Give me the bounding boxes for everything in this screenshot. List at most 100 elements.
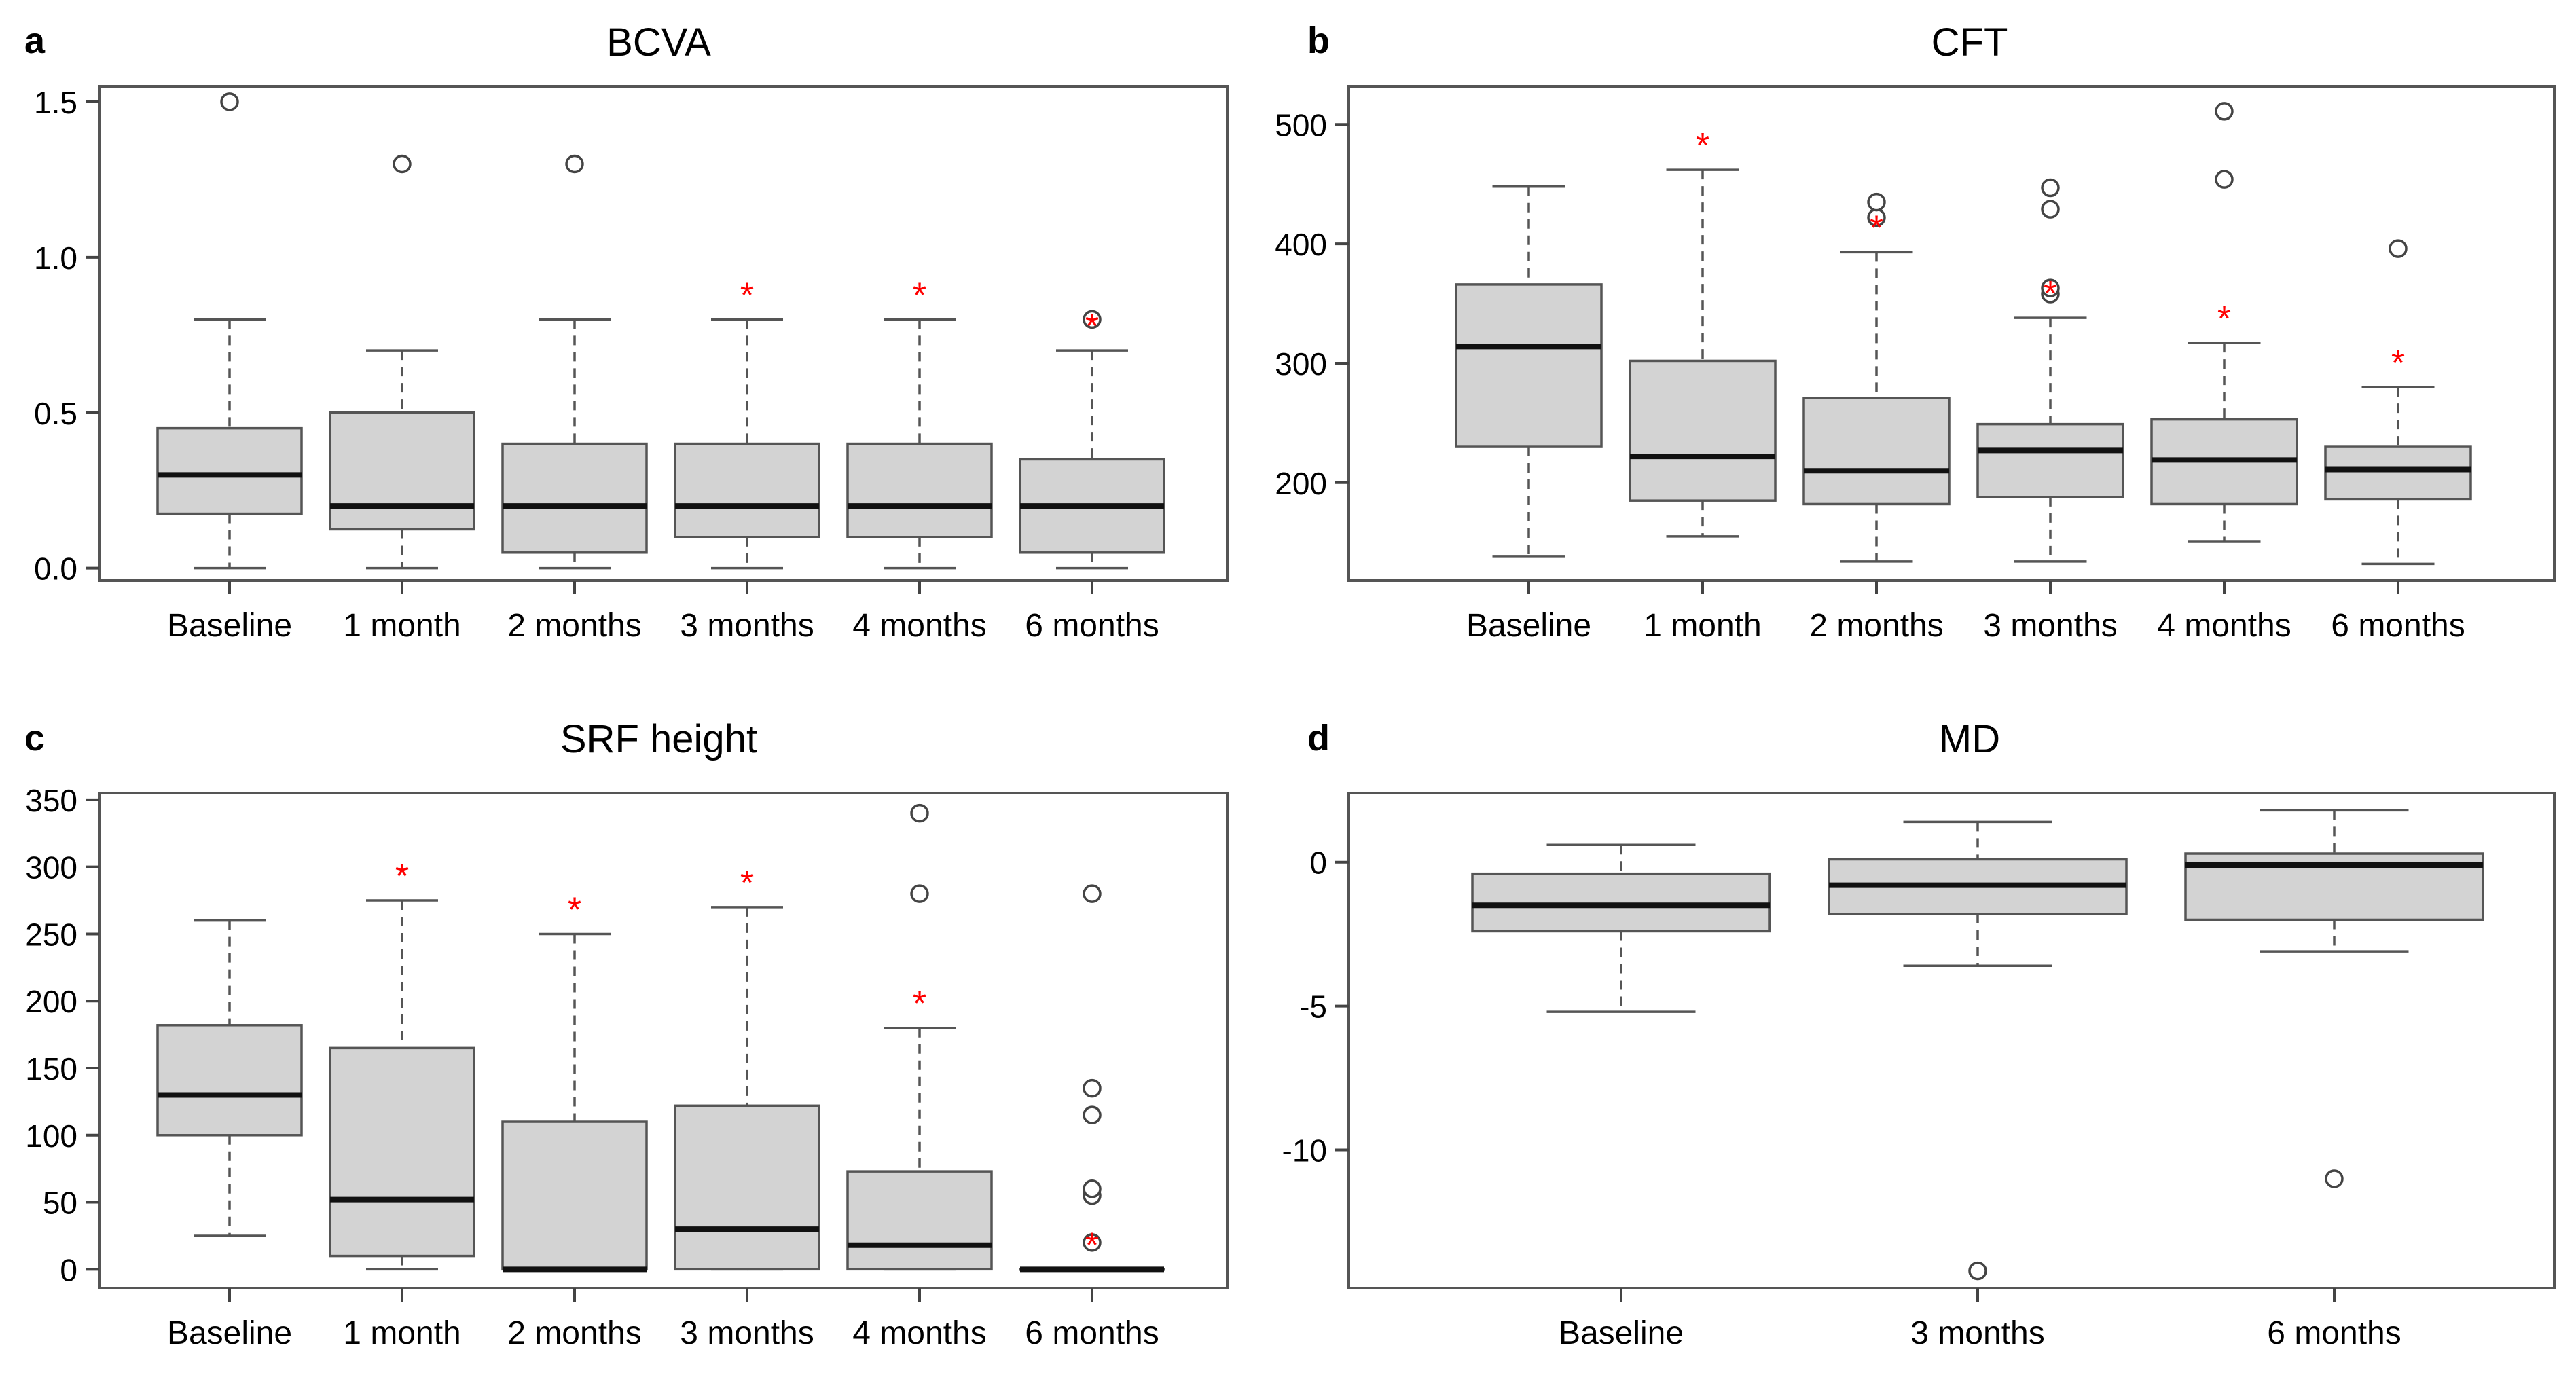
chart-marks: 200 300 400 500 Baseline 1 month 2 months 3 mon… — [1275, 102, 2472, 644]
chart-marks: 0 50 100 150 200 250 300 350 Baseline 1 month 2 mo… — [25, 783, 1165, 1351]
outlier-point — [1083, 310, 1102, 329]
significance-marker: * — [1870, 208, 1883, 248]
box — [156, 1024, 303, 1137]
outlier-point — [2389, 239, 2408, 258]
chart-title: MD — [1939, 717, 2000, 761]
x-tick-label: 3 months — [680, 1315, 814, 1351]
x-tick-label: 6 months — [1025, 608, 1159, 644]
outlier-point — [2215, 170, 2234, 189]
y-tick-label: 350 — [25, 783, 77, 818]
significance-marker: * — [2044, 274, 2057, 314]
box — [329, 1046, 475, 1258]
box — [501, 1120, 648, 1271]
x-tick-label: Baseline — [1559, 1315, 1684, 1351]
chart-title: CFT — [1931, 20, 2008, 65]
x-tick-label: 3 months — [1910, 1315, 2044, 1351]
x-tick-label: 2 months — [507, 1315, 641, 1351]
outlier-point — [2041, 178, 2060, 198]
outlier-point — [2041, 278, 2060, 297]
panel-letter-b: b — [1307, 20, 1330, 61]
outlier-point — [1083, 1233, 1102, 1252]
box — [674, 1104, 820, 1271]
outlier-point — [2041, 200, 2060, 219]
outlier-point — [1083, 884, 1102, 903]
significance-marker: * — [395, 857, 409, 896]
x-tick-label: Baseline — [1466, 608, 1591, 644]
panel-letter-c: c — [24, 718, 45, 758]
significance-marker: * — [568, 890, 581, 930]
outlier-point — [565, 154, 584, 174]
outlier-point — [393, 154, 412, 174]
box — [156, 426, 303, 515]
outlier-point — [1083, 1078, 1102, 1098]
y-tick-label: -10 — [1282, 1133, 1327, 1169]
y-tick-label: 200 — [25, 984, 77, 1019]
significance-marker: * — [2217, 299, 2231, 339]
box — [2324, 445, 2472, 501]
x-tick-label: 2 months — [507, 608, 641, 644]
y-tick-label: 100 — [25, 1118, 77, 1154]
chart-title: SRF height — [560, 717, 757, 761]
x-tick-label: Baseline — [167, 1315, 292, 1351]
outlier-point — [1083, 1179, 1102, 1198]
box — [501, 442, 648, 554]
y-tick-label: 500 — [1275, 107, 1327, 143]
outlier-point — [220, 92, 239, 111]
y-tick-label: -5 — [1299, 989, 1327, 1025]
y-tick-label: 50 — [43, 1186, 77, 1221]
x-tick-label: 6 months — [1025, 1315, 1159, 1351]
outlier-point — [1867, 192, 1886, 212]
significance-marker: * — [1085, 307, 1099, 346]
plot-frame — [1347, 792, 2556, 1289]
y-tick-label: 0 — [1309, 845, 1327, 881]
x-tick-label: 1 month — [343, 608, 460, 644]
x-tick-label: 1 month — [343, 1315, 460, 1351]
y-tick-label: 300 — [25, 850, 77, 885]
x-tick-label: 3 months — [680, 608, 814, 644]
y-tick-label: 0 — [60, 1252, 77, 1287]
significance-marker: * — [740, 276, 754, 315]
outlier-point — [1968, 1261, 1987, 1281]
significance-marker: * — [1696, 126, 1709, 166]
plot-frame — [1347, 85, 2556, 582]
outlier-point — [1083, 1105, 1102, 1124]
significance-marker: * — [740, 864, 754, 903]
outlier-point — [910, 803, 929, 823]
significance-marker: * — [2391, 344, 2405, 383]
y-tick-label: 0.5 — [34, 396, 77, 431]
panel-letter-a: a — [24, 20, 46, 61]
y-tick-label: 1.5 — [34, 85, 77, 120]
y-tick-label: 150 — [25, 1051, 77, 1086]
box — [1629, 359, 1777, 502]
outlier-point — [910, 884, 929, 903]
x-tick-label: 1 month — [1644, 608, 1761, 644]
x-tick-label: 4 months — [2157, 608, 2291, 644]
x-tick-label: 3 months — [1983, 608, 2117, 644]
outlier-point — [2325, 1169, 2344, 1188]
x-tick-label: 4 months — [852, 1315, 986, 1351]
y-tick-label: 250 — [25, 917, 77, 952]
plot-frame — [98, 85, 1229, 582]
significance-marker: * — [913, 276, 926, 315]
y-tick-label: 0.0 — [34, 551, 77, 587]
significance-marker: * — [1085, 1226, 1099, 1265]
significance-marker: * — [913, 985, 926, 1024]
x-tick-label: 4 months — [852, 608, 986, 644]
x-tick-label: Baseline — [167, 608, 292, 644]
panel-c-srf-height: c SRF height 0 50 100 150 200 250 300 350 Baseli… — [24, 717, 1229, 1351]
box — [329, 411, 475, 531]
box — [1471, 872, 1771, 933]
y-tick-label: 1.0 — [34, 240, 77, 276]
box — [846, 1170, 993, 1271]
box — [1976, 422, 2124, 498]
panel-d-md: d MD -10 -5 0 Baseline 3 months 6 months — [1282, 717, 2556, 1351]
x-tick-label: 6 months — [2331, 608, 2465, 644]
chart-marks: -10 -5 0 Baseline 3 months 6 months — [1282, 809, 2484, 1351]
panel-b-cft: b CFT 200 300 400 500 Baseline 1 month 2 month… — [1275, 20, 2556, 644]
plot-frame — [98, 792, 1229, 1289]
panel-a-bcva: a BCVA 0.0 0.5 1.0 1.5 Baseline 1 month 2 mont… — [24, 20, 1229, 644]
x-tick-label: 6 months — [2267, 1315, 2401, 1351]
box — [1455, 283, 1603, 448]
outlier-point — [2215, 102, 2234, 121]
